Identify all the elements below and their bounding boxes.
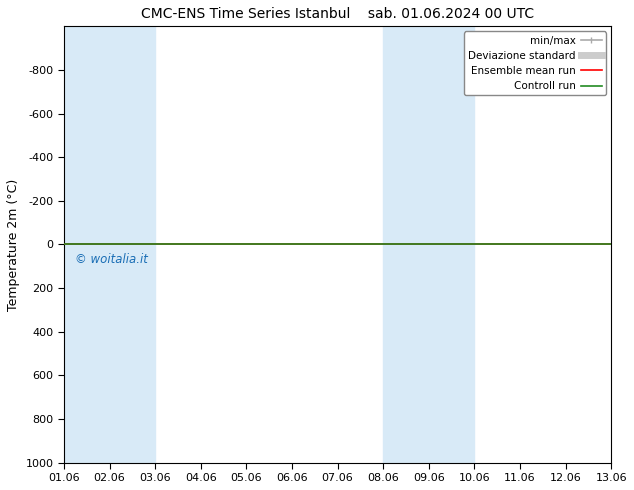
Bar bbox=[64, 26, 155, 463]
Text: © woitalia.it: © woitalia.it bbox=[75, 253, 148, 266]
Title: CMC-ENS Time Series Istanbul    sab. 01.06.2024 00 UTC: CMC-ENS Time Series Istanbul sab. 01.06.… bbox=[141, 7, 534, 21]
Y-axis label: Temperature 2m (°C): Temperature 2m (°C) bbox=[7, 178, 20, 311]
Bar bbox=[383, 26, 474, 463]
Legend: min/max, Deviazione standard, Ensemble mean run, Controll run: min/max, Deviazione standard, Ensemble m… bbox=[464, 31, 606, 96]
